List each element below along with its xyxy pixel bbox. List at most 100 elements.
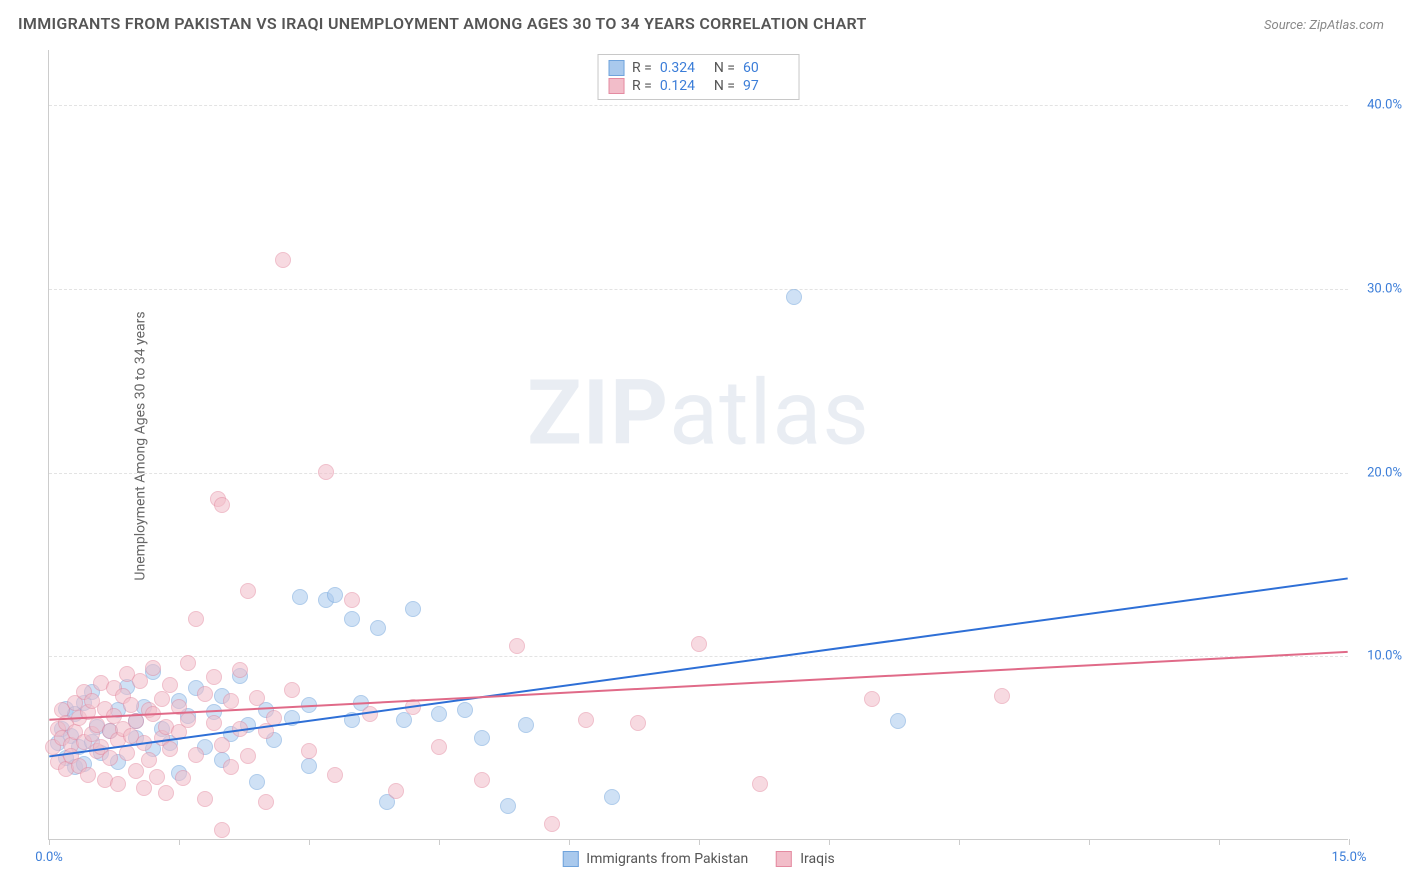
n-value-0: 60 xyxy=(743,60,789,76)
data-point xyxy=(206,715,222,731)
data-point xyxy=(864,691,880,707)
data-point xyxy=(509,638,525,654)
data-point xyxy=(500,798,516,814)
data-point xyxy=(214,497,230,513)
stats-row-series-1: R = 0.124 N = 97 xyxy=(608,77,789,95)
data-point xyxy=(474,772,490,788)
data-point xyxy=(188,611,204,627)
data-point xyxy=(327,767,343,783)
data-point xyxy=(284,710,300,726)
data-point xyxy=(197,791,213,807)
y-tick-label: 20.0% xyxy=(1367,465,1402,480)
x-tick xyxy=(179,839,180,845)
n-label: N = xyxy=(714,78,735,94)
data-point xyxy=(405,601,421,617)
y-tick-label: 40.0% xyxy=(1367,98,1402,113)
data-point xyxy=(232,662,248,678)
data-point xyxy=(214,822,230,838)
data-point xyxy=(344,611,360,627)
x-tick xyxy=(1089,839,1090,845)
grid-line xyxy=(49,473,1348,474)
data-point xyxy=(327,587,343,603)
data-point xyxy=(180,655,196,671)
data-point xyxy=(110,776,126,792)
data-point xyxy=(431,706,447,722)
data-point xyxy=(188,747,204,763)
legend-label-1: Iraqis xyxy=(800,851,834,867)
legend-item-1: Iraqis xyxy=(776,851,834,867)
trend-line xyxy=(49,652,1347,720)
data-point xyxy=(149,769,165,785)
data-point xyxy=(994,688,1010,704)
y-tick-label: 10.0% xyxy=(1367,649,1402,664)
data-point xyxy=(518,717,534,733)
r-label: R = xyxy=(632,60,652,76)
data-point xyxy=(223,759,239,775)
data-point xyxy=(154,691,170,707)
data-point xyxy=(162,677,178,693)
data-point xyxy=(223,693,239,709)
x-tick xyxy=(569,839,570,845)
watermark-light: atlas xyxy=(669,360,870,465)
x-tick xyxy=(309,839,310,845)
data-point xyxy=(691,636,707,652)
data-point xyxy=(318,464,334,480)
swatch-bottom-1 xyxy=(776,851,792,867)
swatch-bottom-0 xyxy=(562,851,578,867)
data-point xyxy=(474,730,490,746)
data-point xyxy=(162,741,178,757)
data-point xyxy=(145,706,161,722)
grid-line xyxy=(49,289,1348,290)
data-point xyxy=(405,699,421,715)
data-point xyxy=(240,748,256,764)
data-point xyxy=(752,776,768,792)
swatch-series-1 xyxy=(608,78,624,94)
data-point xyxy=(249,774,265,790)
data-point xyxy=(275,252,291,268)
plot-area: ZIPatlas 10.0%20.0%30.0%40.0% 0.0%15.0% … xyxy=(48,50,1348,840)
data-point xyxy=(890,713,906,729)
data-point xyxy=(232,721,248,737)
data-point xyxy=(128,763,144,779)
data-point xyxy=(292,589,308,605)
data-point xyxy=(206,669,222,685)
data-point xyxy=(370,620,386,636)
watermark-bold: ZIP xyxy=(527,360,669,465)
y-tick-label: 30.0% xyxy=(1367,281,1402,296)
data-point xyxy=(249,690,265,706)
data-point xyxy=(344,592,360,608)
data-point xyxy=(119,745,135,761)
data-point xyxy=(604,789,620,805)
data-point xyxy=(301,697,317,713)
watermark: ZIPatlas xyxy=(527,360,870,465)
n-label: N = xyxy=(714,60,735,76)
data-point xyxy=(301,743,317,759)
data-point xyxy=(180,712,196,728)
r-label: R = xyxy=(632,78,652,94)
data-point xyxy=(158,785,174,801)
data-point xyxy=(786,289,802,305)
stats-legend: R = 0.324 N = 60 R = 0.124 N = 97 xyxy=(597,54,800,100)
data-point xyxy=(141,752,157,768)
r-value-1: 0.124 xyxy=(660,78,706,94)
data-point xyxy=(344,712,360,728)
legend-item-0: Immigrants from Pakistan xyxy=(562,851,748,867)
data-point xyxy=(102,750,118,766)
data-point xyxy=(578,712,594,728)
data-point xyxy=(214,737,230,753)
data-point xyxy=(301,758,317,774)
grid-line xyxy=(49,105,1348,106)
x-tick xyxy=(1219,839,1220,845)
data-point xyxy=(136,780,152,796)
x-tick xyxy=(439,839,440,845)
data-point xyxy=(457,702,473,718)
data-point xyxy=(145,660,161,676)
data-point xyxy=(197,686,213,702)
data-point xyxy=(431,739,447,755)
data-point xyxy=(284,682,300,698)
data-point xyxy=(630,715,646,731)
legend-label-0: Immigrants from Pakistan xyxy=(586,851,748,867)
data-point xyxy=(544,816,560,832)
n-value-1: 97 xyxy=(743,78,789,94)
x-tick xyxy=(959,839,960,845)
